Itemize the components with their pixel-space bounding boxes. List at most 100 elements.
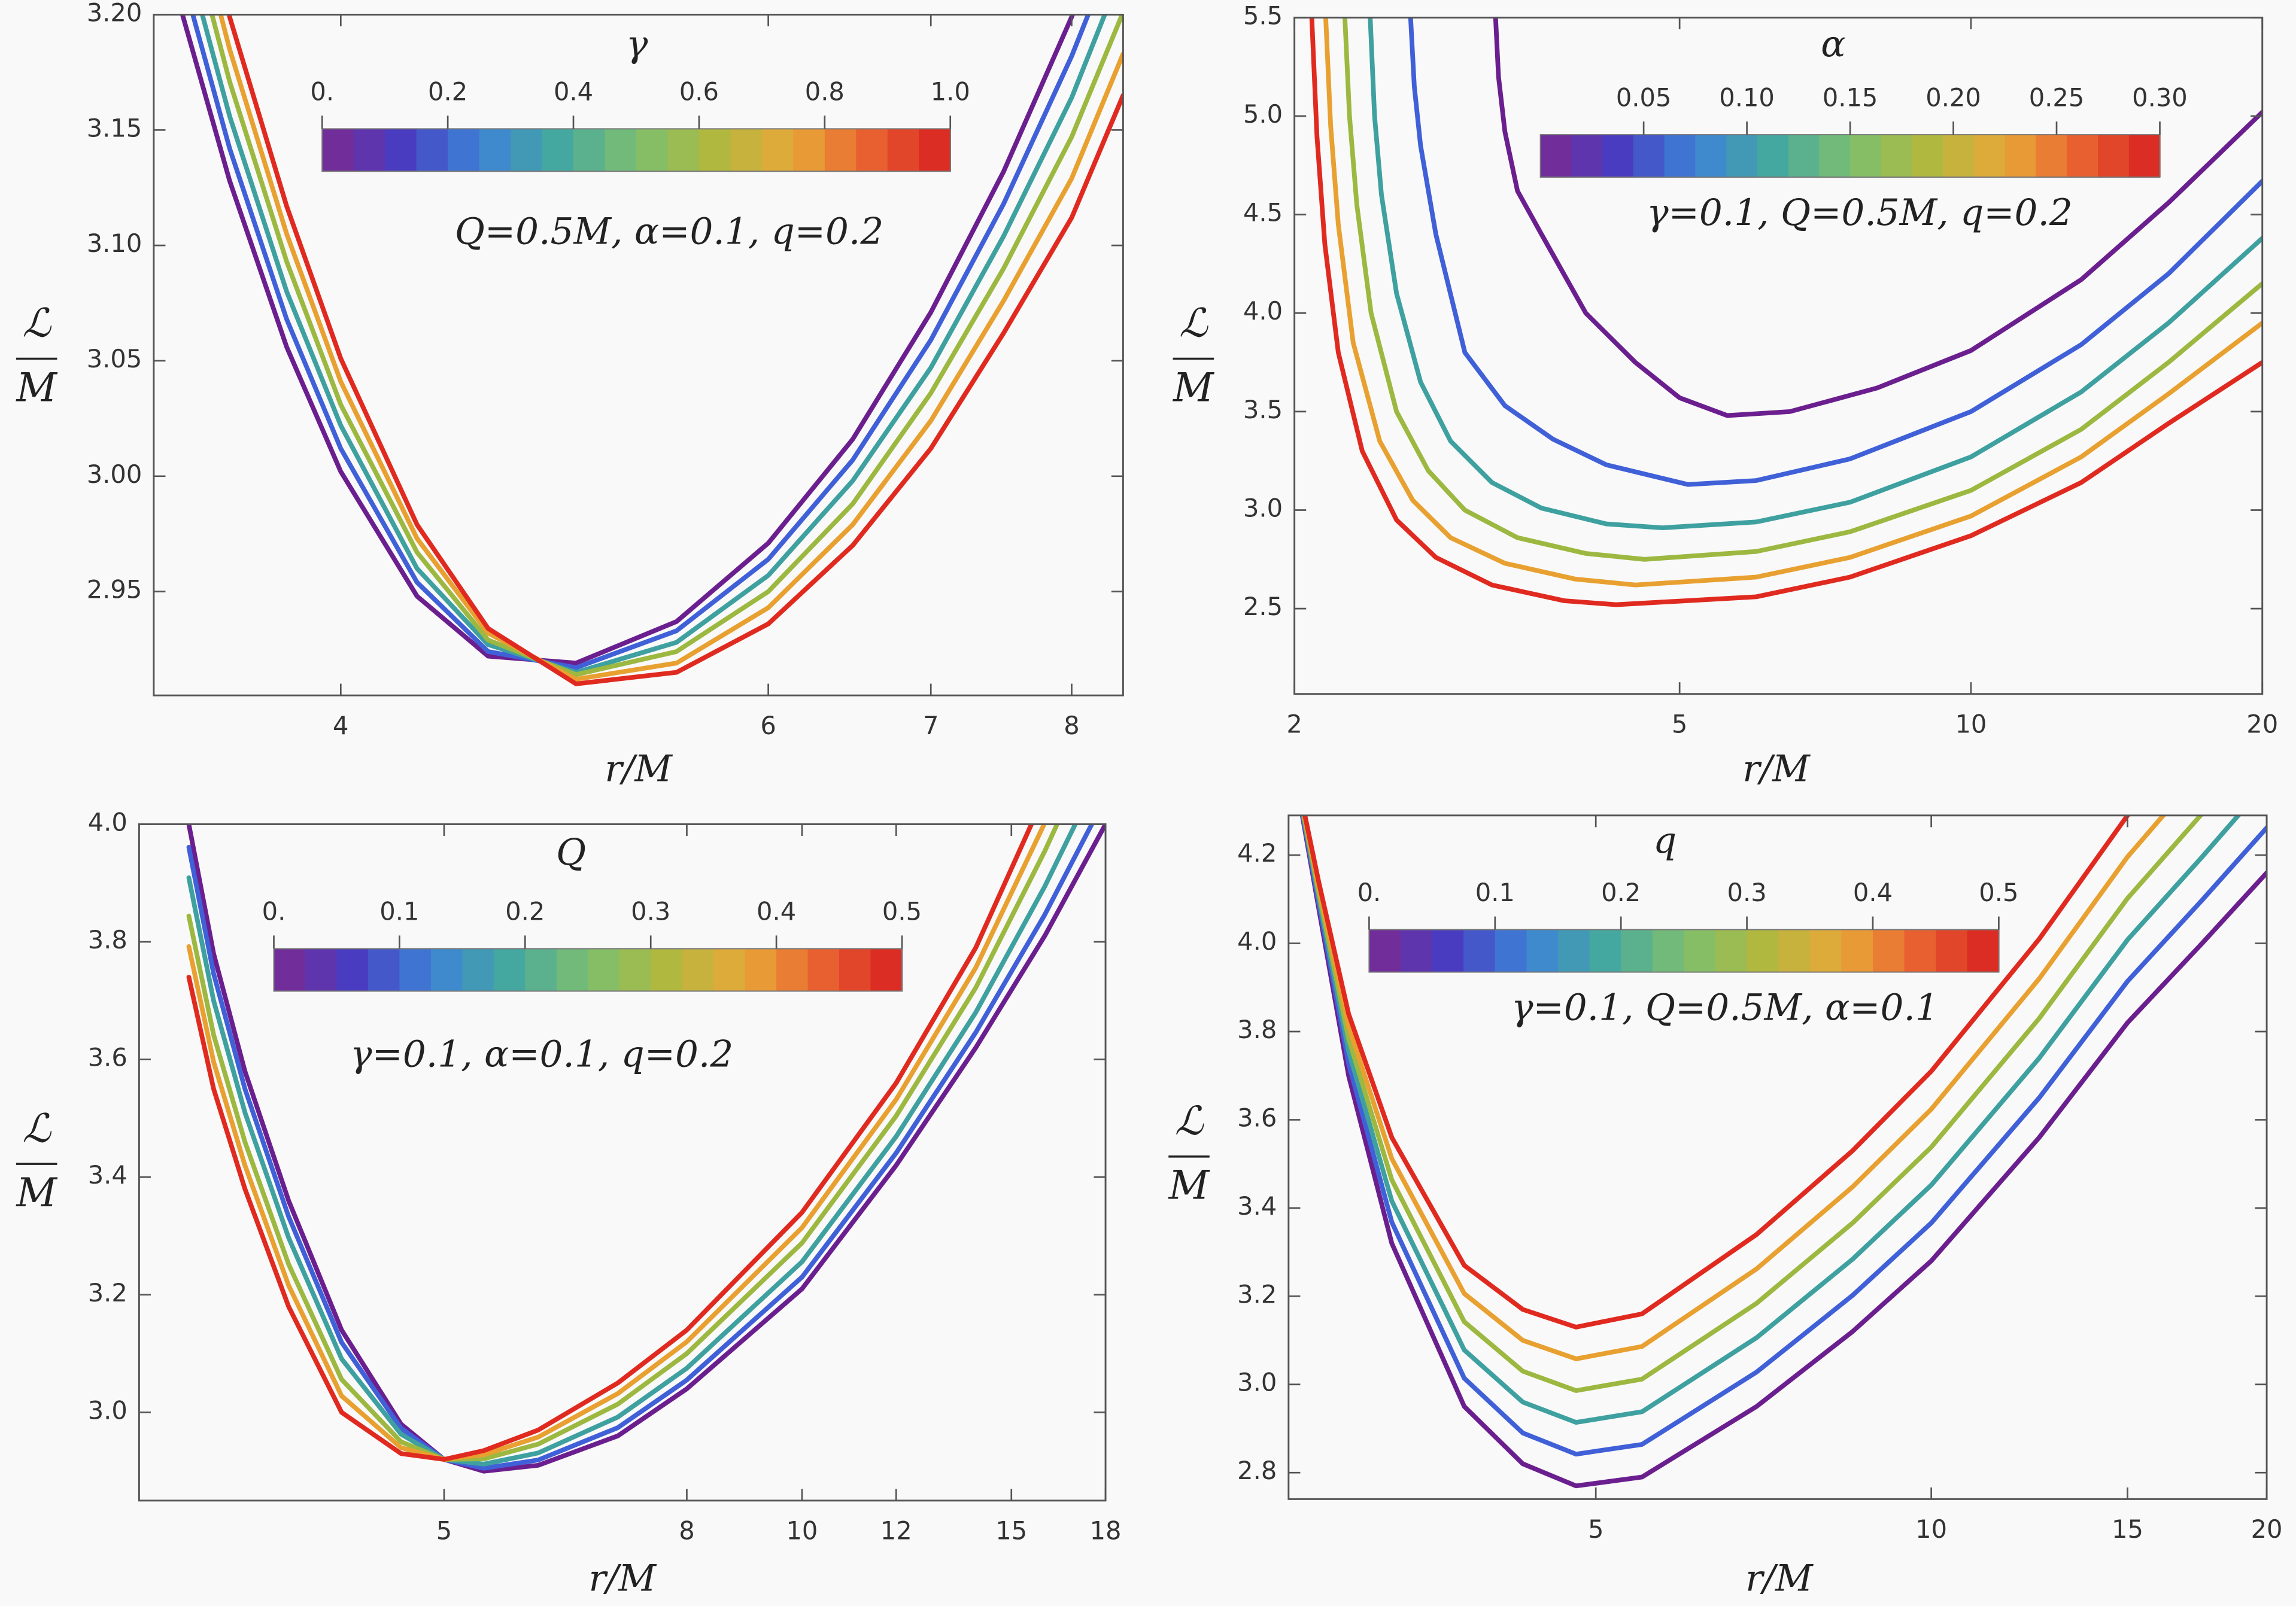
colorbar-block — [399, 948, 432, 991]
colorbar-title: α — [1821, 23, 1845, 65]
curve — [199, 14, 1107, 675]
x-tick-label: 8 — [1064, 711, 1079, 740]
colorbar-block — [1695, 135, 1727, 178]
colorbar-block — [1401, 929, 1433, 972]
colorbar-tick-label: 0.10 — [1719, 83, 1775, 112]
colorbar-block — [730, 129, 763, 172]
colorbar-block — [1432, 929, 1465, 972]
y-tick-label: 5.5 — [1243, 1, 1283, 30]
colorbar-block — [430, 948, 463, 991]
colorbar-title: γ — [626, 23, 648, 65]
curve — [1323, 17, 2262, 588]
colorbar-tick-label: 0.25 — [2029, 83, 2085, 112]
curve — [1493, 17, 2262, 418]
colorbar-frame — [321, 128, 951, 172]
colorbar-block — [588, 948, 620, 991]
colorbar-block — [305, 948, 338, 991]
curve — [1302, 815, 2167, 1361]
colorbar-block — [525, 948, 557, 991]
colorbar-block — [698, 129, 731, 172]
curve — [1309, 17, 2262, 607]
curve — [180, 14, 1076, 666]
curve — [186, 824, 1078, 1467]
colorbar-tick-label: 0.3 — [1727, 878, 1767, 907]
curve — [218, 14, 1123, 682]
colorbar-block — [1540, 135, 1572, 178]
colorbar-tick-label: 0.4 — [554, 77, 593, 107]
y-tick-label: 5.0 — [1243, 99, 1283, 129]
curve — [186, 824, 1095, 1471]
colorbar-block — [839, 948, 871, 991]
colorbar-block — [1652, 929, 1685, 972]
y-tick-label: 3.2 — [1237, 1279, 1277, 1309]
y-tick-label: 4.0 — [1243, 296, 1283, 326]
x-tick-label: 10 — [1955, 710, 1987, 739]
curves — [186, 824, 1106, 1474]
colorbar-block — [1571, 135, 1603, 178]
colorbar-block — [1747, 929, 1779, 972]
annotation: γ=0.1, Q=0.5M, q=0.2 — [1647, 191, 2073, 234]
y-tick-label: 3.4 — [1237, 1191, 1277, 1221]
plot-frame — [1287, 814, 2268, 1500]
panel: 2 5 10 20 2.5 3.0 3.5 4.0 4.5 5.0 5.5 r/M ℒM 0.05 0.10… — [1173, 1, 2278, 790]
x-tick-label: 2 — [1286, 710, 1302, 739]
colorbar-block — [605, 129, 637, 172]
curves — [180, 14, 1123, 686]
colorbar-block — [353, 129, 386, 172]
panel: 5 8 10 12 15 18 3.0 3.2 3.4 3.6 3.8 4.0 r/M ℒM 0. 0.1 0.… — [16, 807, 1122, 1599]
x-tick-label: 8 — [679, 1516, 694, 1546]
y-tick-label: 3.15 — [87, 113, 142, 142]
colorbar-tick-label: 0.15 — [1823, 83, 1878, 112]
annotation: Q=0.5M, α=0.1, q=0.2 — [455, 211, 883, 253]
colorbar-frame — [273, 948, 903, 992]
colorbar-block — [1788, 135, 1820, 178]
x-tick-label: 5 — [436, 1516, 452, 1546]
colorbar-block — [1881, 135, 1913, 178]
colorbar-tick-label: 0. — [262, 897, 286, 926]
colorbar-block — [1872, 929, 1905, 972]
colorbar-block — [793, 129, 826, 172]
y-tick-label: 3.05 — [87, 344, 142, 373]
panel: 5 10 15 20 2.8 3.0 3.2 3.4 3.6 3.8 4.0 4.2 r/M ℒM 0. 0.… — [1168, 814, 2283, 1600]
x-tick-label: 20 — [2246, 710, 2278, 739]
colorbar-block — [1633, 135, 1665, 178]
colorbar-block — [1589, 929, 1622, 972]
curve — [1302, 815, 2131, 1330]
colorbar-block — [2097, 135, 2130, 178]
x-tick-label: 15 — [995, 1516, 1027, 1546]
colorbar-block — [1841, 929, 1874, 972]
x-tick-label: 12 — [880, 1516, 912, 1546]
colorbar-block — [1684, 929, 1717, 972]
colorbar-block — [1974, 135, 2006, 178]
y-tick-label: 3.0 — [1237, 1368, 1277, 1397]
colorbar-block — [824, 129, 857, 172]
colorbar-tick-label: 0.05 — [1616, 83, 1672, 112]
colorbar-tick-label: 0.5 — [1979, 878, 2018, 907]
x-tick-label: 18 — [1090, 1516, 1122, 1546]
y-tick-label: 3.8 — [1237, 1015, 1277, 1044]
colorbar-block — [1819, 135, 1851, 178]
colorbar-block — [322, 129, 354, 172]
colorbar-block — [776, 948, 809, 991]
colorbar-block — [368, 948, 400, 991]
y-axis-label-numerator: ℒ — [1175, 1098, 1204, 1144]
colorbar-block — [2067, 135, 2099, 178]
y-tick-label: 2.8 — [1237, 1456, 1277, 1485]
colorbar-block — [1936, 929, 1968, 972]
colorbar-block — [887, 129, 920, 172]
colorbar-tick-label: 0.2 — [505, 897, 545, 926]
x-tick-label: 15 — [2112, 1514, 2143, 1544]
x-tick-label: 10 — [1915, 1514, 1947, 1544]
colorbar-block — [1850, 135, 1882, 178]
colorbar-tick-label: 0.2 — [1601, 878, 1641, 907]
x-tick-label: 5 — [1588, 1514, 1603, 1544]
colorbar-tick-label: 0.3 — [631, 897, 670, 926]
colorbar-block — [1526, 929, 1559, 972]
colorbar-tick-label: 0. — [310, 77, 334, 107]
y-tick-label: 3.5 — [1243, 395, 1283, 424]
colorbar-tick-label: 0.8 — [805, 77, 845, 107]
x-axis-label: r/M — [1745, 1558, 1814, 1600]
colorbar-block — [1912, 135, 1944, 178]
colorbar-block — [1943, 135, 1975, 178]
colorbar-block — [761, 129, 794, 172]
